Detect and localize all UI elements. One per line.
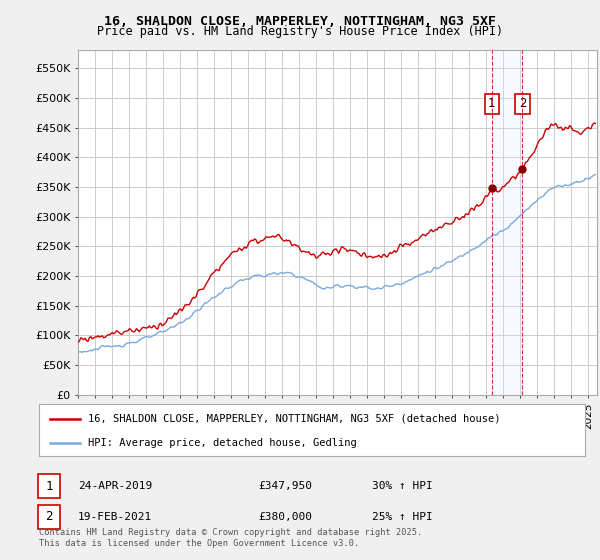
Text: 30% ↑ HPI: 30% ↑ HPI (372, 481, 433, 491)
Text: Contains HM Land Registry data © Crown copyright and database right 2025.
This d: Contains HM Land Registry data © Crown c… (39, 528, 422, 548)
Text: Price paid vs. HM Land Registry's House Price Index (HPI): Price paid vs. HM Land Registry's House … (97, 25, 503, 39)
Text: 16, SHALDON CLOSE, MAPPERLEY, NOTTINGHAM, NG3 5XF (detached house): 16, SHALDON CLOSE, MAPPERLEY, NOTTINGHAM… (88, 414, 500, 424)
Bar (492, 50, 523, 395)
Text: 25% ↑ HPI: 25% ↑ HPI (372, 512, 433, 522)
Text: 2: 2 (45, 510, 53, 524)
Text: 16, SHALDON CLOSE, MAPPERLEY, NOTTINGHAM, NG3 5XF: 16, SHALDON CLOSE, MAPPERLEY, NOTTINGHAM… (104, 15, 496, 28)
Text: 1: 1 (488, 97, 496, 110)
Text: HPI: Average price, detached house, Gedling: HPI: Average price, detached house, Gedl… (88, 438, 357, 449)
Text: 1: 1 (45, 479, 53, 493)
Text: £380,000: £380,000 (258, 512, 312, 522)
Text: 19-FEB-2021: 19-FEB-2021 (78, 512, 152, 522)
Text: 24-APR-2019: 24-APR-2019 (78, 481, 152, 491)
Text: £347,950: £347,950 (258, 481, 312, 491)
Text: 2: 2 (519, 97, 526, 110)
